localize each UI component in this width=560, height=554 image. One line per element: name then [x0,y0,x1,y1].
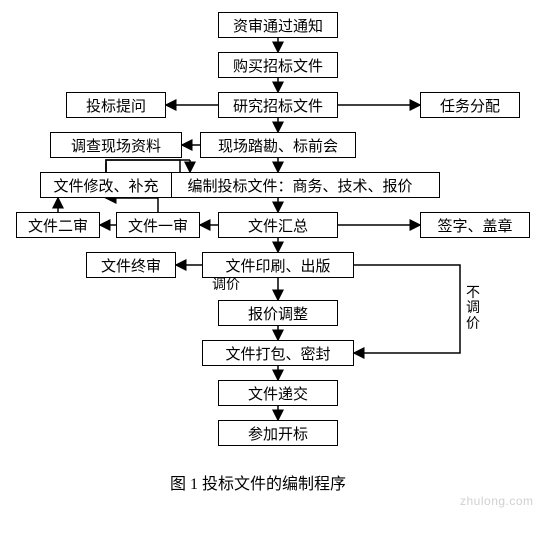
node-n6: 文件汇总 [218,212,338,238]
node-n9: 文件打包、密封 [202,340,354,366]
node-n6a: 文件一审 [116,212,200,238]
node-n6b: 文件二审 [16,212,100,238]
node-n2: 购买招标文件 [218,52,338,78]
edge [106,160,190,172]
node-n11: 参加开标 [218,420,338,446]
node-n3: 研究招标文件 [218,92,338,118]
flowchart-canvas: 图 1 投标文件的编制程序 zhulong.com 资审通过通知购买招标文件研究… [0,0,560,554]
node-n3r: 任务分配 [420,92,520,118]
node-n1: 资审通过通知 [218,12,338,38]
figure-caption: 图 1 投标文件的编制程序 [170,470,346,494]
node-n4: 现场踏勘、标前会 [200,132,356,158]
node-n7: 文件印刷、出版 [202,252,354,278]
edge [106,198,158,212]
node-n3l: 投标提问 [66,92,166,118]
edge-label: 调价 [212,278,240,293]
node-n8: 报价调整 [218,300,338,326]
edge-label: 不调价 [466,286,480,332]
edge [354,265,460,353]
node-n6r: 签字、盖章 [420,212,530,238]
node-n5: 编制投标文件：商务、技术、报价 [160,172,440,198]
node-n10: 文件递交 [218,380,338,406]
node-n4l: 调查现场资料 [50,132,182,158]
node-n5l: 文件修改、补充 [40,172,172,198]
edge [106,160,180,172]
watermark: zhulong.com [460,494,534,508]
node-n7l: 文件终审 [86,252,176,278]
